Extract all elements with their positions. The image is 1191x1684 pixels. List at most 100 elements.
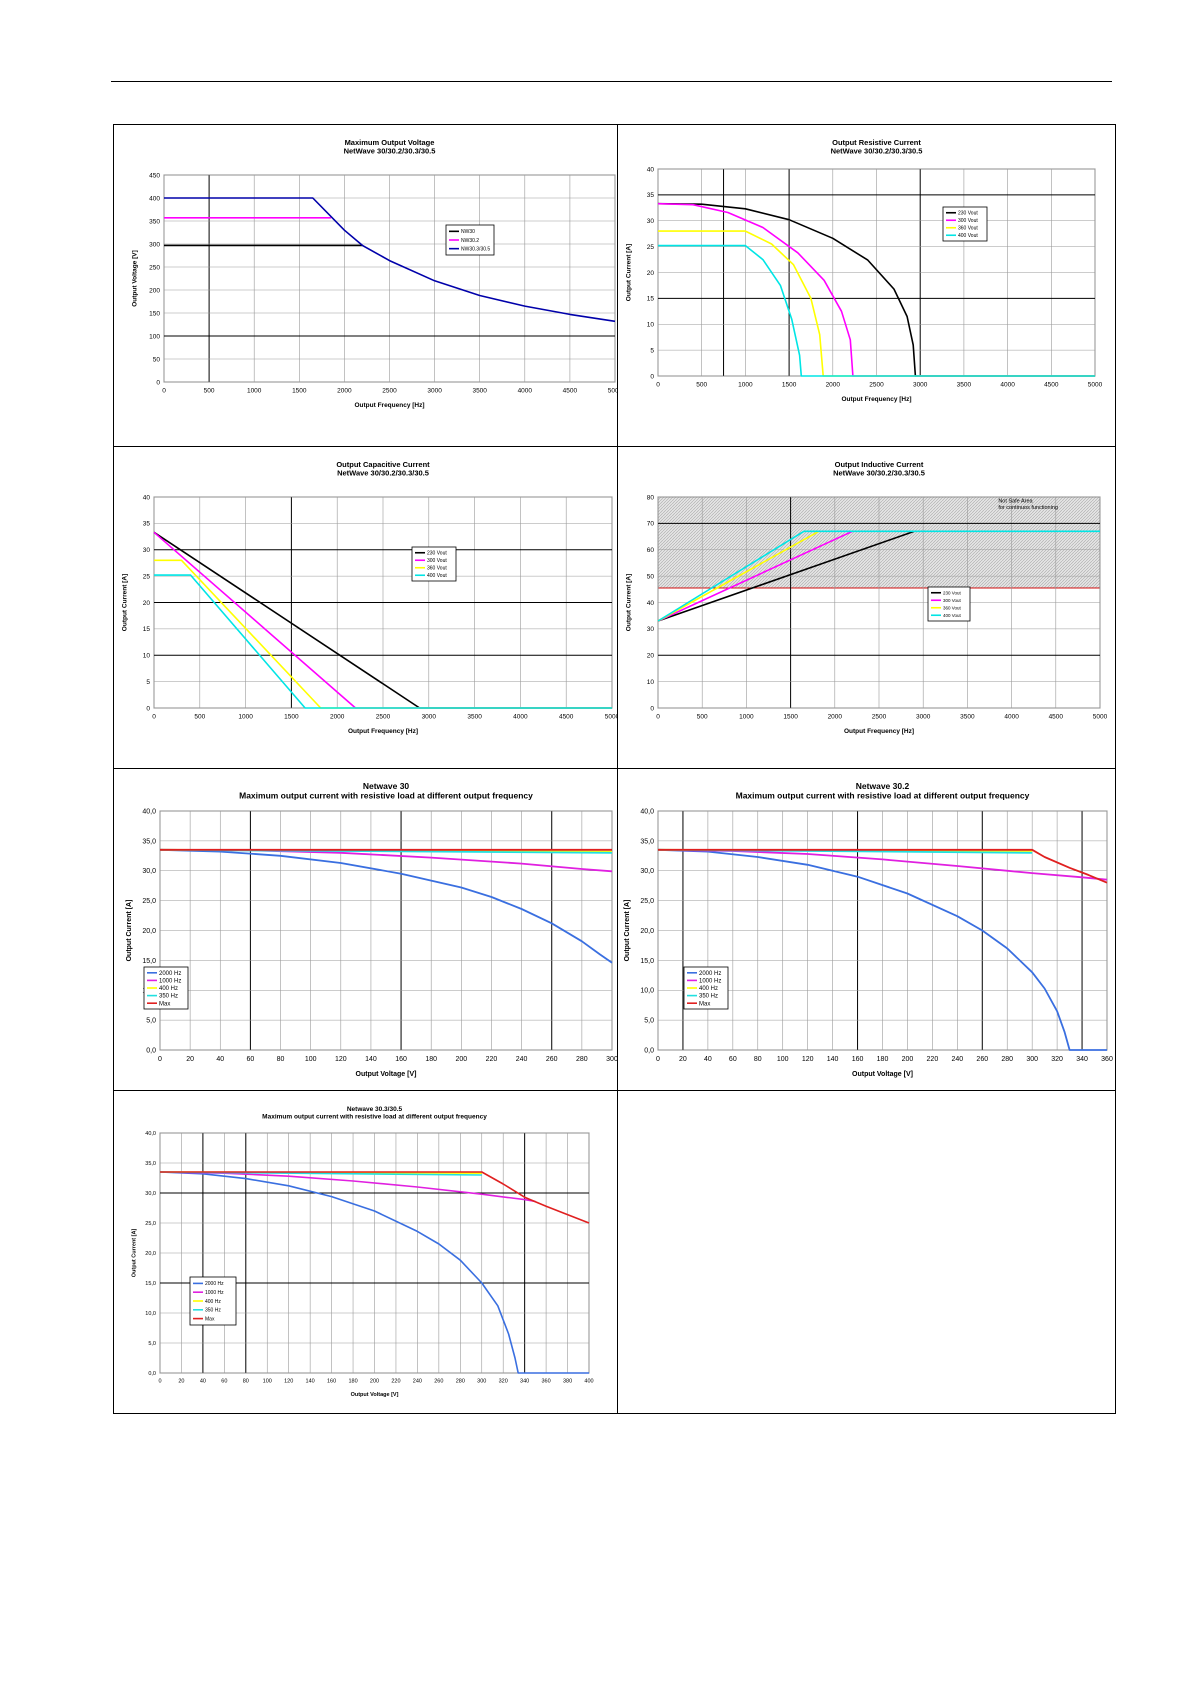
legend-label-nw30: NW30 [461,229,475,235]
x-tick-label: 380 [563,1379,572,1385]
chart-subtitle: NetWave 30/30.2/30.3/30.5 [337,469,429,478]
x-tick-label: 4000 [1004,714,1019,721]
x-tick-label: 0 [656,1056,660,1063]
x-tick-label: 300 [1026,1056,1038,1063]
x-tick-label: 100 [777,1056,789,1063]
x-tick-label: 2000 [828,714,843,721]
y-tick-label: 15 [143,626,151,633]
x-tick-label: 3500 [472,388,487,395]
x-tick-label: 320 [499,1379,508,1385]
y-tick-label: 30 [647,626,655,633]
x-tick-label: 0 [158,1056,162,1063]
x-tick-label: 220 [927,1056,939,1063]
x-tick-label: 60 [729,1056,737,1063]
x-tick-label: 500 [194,714,205,721]
x-tick-label: 4500 [563,388,578,395]
empty-cell [618,1091,1115,1413]
y-tick-label: 250 [149,264,160,271]
chart-subtitle: NetWave 30/30.2/30.3/30.5 [831,147,923,156]
chart-title: Output Resistive Current [832,138,921,147]
series-line-300-vout [657,202,1095,377]
y-tick-label: 30 [143,547,151,554]
series-line-230-vout [657,530,915,622]
y-tick-label: 10 [143,653,151,660]
y-tick-label: 40,0 [142,808,156,815]
y-tick-label: 40 [647,600,655,607]
y-tick-label: 35,0 [142,838,156,845]
x-axis-label: Output Frequency [Hz] [844,728,914,735]
series-line-230-vout [657,202,1095,377]
legend-label-400-hz: 400 Hz [205,1299,221,1305]
x-tick-label: 60 [247,1056,255,1063]
y-tick-label: 50 [153,356,161,363]
chart-netwave-30: Netwave 30 Maximum output current with re… [114,769,618,1091]
x-tick-label: 60 [221,1379,227,1385]
x-tick-label: 340 [520,1379,529,1385]
y-tick-label: 80 [647,494,655,501]
x-tick-label: 4000 [513,714,528,721]
legend-label-400-vout: 400 Vout [958,233,978,239]
y-tick-label: 25 [143,573,151,580]
y-tick-label: 20,0 [640,928,654,935]
chart-subtitle: NetWave 30/30.2/30.3/30.5 [344,147,436,156]
y-tick-label: 0 [650,373,654,380]
x-tick-label: 500 [696,382,707,389]
legend-label-350-hz: 350 Hz [699,994,718,1000]
x-tick-label: 4500 [559,714,574,721]
x-tick-label: 0 [656,382,660,389]
legend-label-1000-hz: 1000 Hz [205,1290,224,1296]
x-tick-label: 140 [827,1056,839,1063]
x-tick-label: 2000 [337,388,352,395]
y-tick-label: 350 [149,218,160,225]
x-tick-label: 160 [852,1056,864,1063]
x-tick-label: 3000 [427,388,442,395]
x-axis-label: Output Frequency [Hz] [841,396,911,403]
y-tick-label: 15,0 [142,958,156,965]
legend-label-400-hz: 400 Hz [159,986,178,992]
x-tick-label: 20 [679,1056,687,1063]
legend-label-360-vout: 360 Vout [427,566,447,572]
x-tick-label: 2500 [382,388,397,395]
y-tick-label: 5 [146,679,150,686]
x-tick-label: 500 [204,388,215,395]
y-tick-label: 25,0 [142,898,156,905]
x-tick-label: 120 [802,1056,814,1063]
x-tick-label: 20 [178,1379,184,1385]
x-tick-label: 1500 [292,388,307,395]
series-line-1000-hz [657,848,1108,881]
y-axis-label: Output Current [A] [122,574,129,631]
series-line-400-vout [154,574,612,709]
x-tick-label: 340 [1076,1056,1088,1063]
y-tick-label: 25 [647,244,655,251]
legend-label-300-vout: 300 Vout [958,218,978,224]
series-line-300-vout [657,530,853,622]
series-line-max [658,848,1108,884]
x-tick-label: 1000 [247,388,262,395]
y-axis-label: Output Current [A] [624,900,631,962]
y-tick-label: 30,0 [640,868,654,875]
header-rule [111,81,1112,82]
x-tick-label: 3500 [467,714,482,721]
x-tick-label: 360 [542,1379,551,1385]
y-tick-label: 60 [647,547,655,554]
series-line-max [160,1171,590,1224]
x-tick-label: 120 [284,1379,293,1385]
x-tick-label: 240 [516,1056,528,1063]
y-tick-label: 35,0 [145,1161,156,1167]
series-line-400-vout [658,244,1095,377]
y-tick-label: 25,0 [640,898,654,905]
y-tick-label: 50 [647,573,655,580]
y-tick-label: 35 [143,521,151,528]
x-tick-label: 160 [395,1056,407,1063]
y-axis-label: Output Current [A] [132,1229,138,1278]
chart-netwave-30-3-30-5: Netwave 30.3/30.5 Maximum output current … [114,1091,618,1413]
chart-output-capacitive-current: Output Capacitive Current NetWave 30/30.2… [114,447,618,769]
x-tick-label: 3500 [957,382,972,389]
y-tick-label: 25,0 [145,1221,156,1227]
legend-label-300-vout: 300 Vout [943,598,962,603]
